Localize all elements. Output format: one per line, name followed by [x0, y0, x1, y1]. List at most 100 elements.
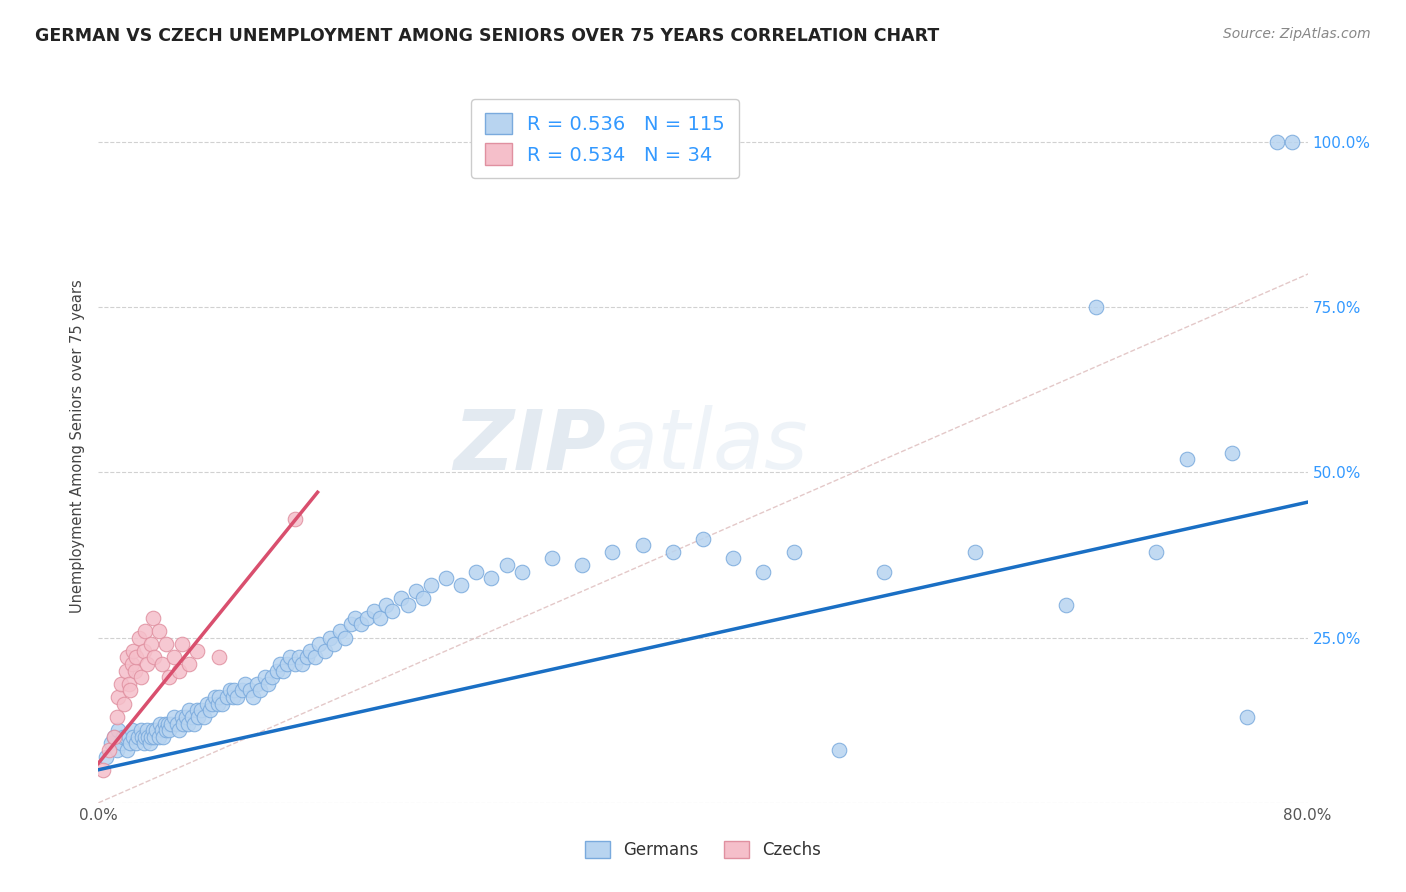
Point [120, 683, 142, 698]
Point [110, 677, 132, 691]
Point [412, 591, 434, 605]
Text: Source: ZipAtlas.com: Source: ZipAtlas.com [1223, 27, 1371, 41]
Point [115, 650, 138, 665]
Point [103, 730, 125, 744]
Point [495, 558, 517, 572]
Point [1175, 452, 1198, 467]
Point [965, 545, 987, 559]
Point [134, 624, 156, 638]
Point [134, 730, 156, 744]
Point [304, 650, 326, 665]
Point [163, 710, 186, 724]
Point [121, 657, 143, 671]
Point [381, 604, 404, 618]
Point [396, 598, 419, 612]
Point [219, 683, 242, 698]
Point [128, 631, 150, 645]
Point [159, 723, 181, 738]
Point [692, 532, 714, 546]
Point [571, 558, 593, 572]
Point [156, 716, 179, 731]
Point [160, 716, 183, 731]
Point [752, 565, 775, 579]
Point [1085, 300, 1108, 314]
Point [139, 736, 162, 750]
Point [141, 637, 163, 651]
Point [224, 683, 246, 698]
Point [195, 697, 218, 711]
Point [170, 710, 193, 724]
Point [141, 730, 163, 744]
Point [167, 664, 190, 678]
Point [186, 644, 208, 658]
Point [288, 650, 311, 665]
Y-axis label: Unemployment Among Seniors over 75 years: Unemployment Among Seniors over 75 years [70, 279, 86, 613]
Point [276, 657, 298, 671]
Point [159, 670, 181, 684]
Point [163, 650, 186, 665]
Point [150, 723, 173, 738]
Point [246, 677, 269, 691]
Point [211, 697, 233, 711]
Point [110, 736, 132, 750]
Point [222, 690, 245, 704]
Point [266, 664, 288, 678]
Point [280, 650, 302, 665]
Point [510, 565, 533, 579]
Legend: Germans, Czechs: Germans, Czechs [578, 834, 828, 866]
Point [122, 644, 145, 658]
Point [271, 664, 294, 678]
Point [873, 565, 896, 579]
Point [103, 730, 125, 744]
Point [125, 650, 148, 665]
Point [115, 743, 138, 757]
Point [105, 710, 128, 724]
Point [481, 571, 503, 585]
Point [114, 664, 136, 678]
Point [142, 611, 165, 625]
Point [204, 690, 226, 704]
Point [389, 591, 412, 605]
Point [207, 697, 229, 711]
Point [215, 690, 238, 704]
Point [1054, 598, 1077, 612]
Point [174, 710, 197, 724]
Point [299, 644, 322, 658]
Text: atlas: atlas [606, 406, 808, 486]
Point [314, 644, 336, 658]
Point [434, 571, 457, 585]
Point [112, 697, 135, 711]
Point [131, 730, 153, 744]
Point [132, 644, 155, 658]
Point [344, 611, 367, 625]
Point [135, 723, 157, 738]
Point [136, 730, 159, 744]
Point [249, 683, 271, 698]
Point [190, 703, 212, 717]
Point [181, 710, 204, 724]
Point [291, 657, 314, 671]
Point [176, 716, 198, 731]
Point [148, 624, 170, 638]
Text: GERMAN VS CZECH UNEMPLOYMENT AMONG SENIORS OVER 75 YEARS CORRELATION CHART: GERMAN VS CZECH UNEMPLOYMENT AMONG SENIO… [35, 27, 939, 45]
Point [114, 730, 136, 744]
Point [127, 730, 149, 744]
Point [631, 538, 654, 552]
Point [308, 637, 330, 651]
Point [124, 664, 146, 678]
Point [142, 723, 165, 738]
Point [200, 703, 222, 717]
Point [208, 690, 231, 704]
Point [256, 677, 278, 691]
Point [333, 631, 356, 645]
Point [148, 730, 170, 744]
Point [122, 730, 145, 744]
Point [318, 631, 340, 645]
Point [602, 545, 624, 559]
Point [155, 637, 177, 651]
Point [350, 617, 373, 632]
Point [98, 743, 121, 757]
Point [1144, 545, 1167, 559]
Point [186, 703, 208, 717]
Point [121, 723, 143, 738]
